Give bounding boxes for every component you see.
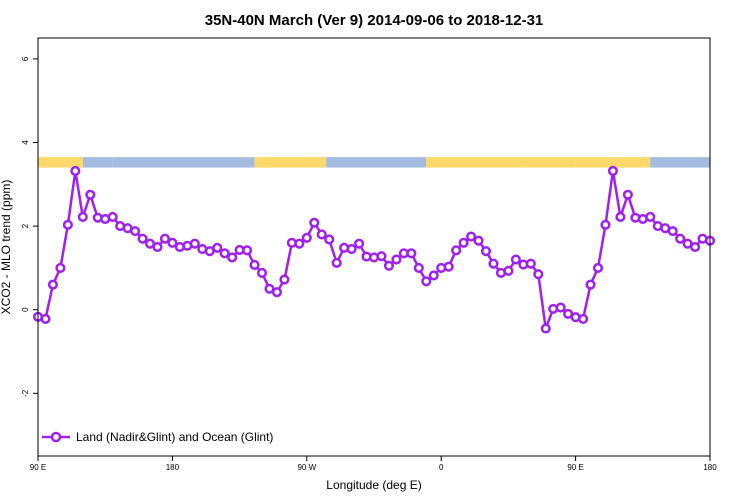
data-point bbox=[473, 235, 484, 246]
data-point bbox=[40, 313, 51, 324]
series-line bbox=[37, 169, 711, 330]
chart-title: 35N-40N March (Ver 9) 2014-09-06 to 2018… bbox=[205, 12, 544, 29]
y-axis-label: XCO2 - MLO trend (ppm) bbox=[0, 180, 13, 315]
data-point bbox=[242, 245, 253, 256]
data-point bbox=[451, 245, 462, 256]
data-point bbox=[615, 211, 626, 222]
strip-segment-ocean bbox=[112, 157, 255, 168]
data-point bbox=[324, 234, 335, 245]
x-tick-label: 0 bbox=[439, 463, 444, 472]
data-point bbox=[458, 237, 469, 248]
x-axis-ticks: 90 E 180 90 W 0 90 E 180 bbox=[30, 456, 717, 472]
data-point bbox=[107, 211, 118, 222]
y-tick-label: -2 bbox=[21, 389, 30, 397]
data-point bbox=[585, 279, 596, 290]
x-tick-label: 180 bbox=[166, 463, 180, 472]
x-tick-label: 90 E bbox=[30, 463, 46, 472]
data-point bbox=[271, 287, 282, 298]
data-point bbox=[466, 231, 477, 242]
strip-segment-ocean bbox=[650, 157, 710, 168]
data-point bbox=[256, 267, 268, 278]
data-point bbox=[137, 233, 148, 244]
data-point bbox=[578, 313, 589, 324]
data-point bbox=[152, 241, 163, 253]
data-point bbox=[406, 248, 417, 259]
x-tick-label: 90 E bbox=[567, 463, 583, 472]
data-point bbox=[428, 270, 439, 281]
data-point bbox=[413, 262, 424, 273]
data-point bbox=[279, 274, 290, 285]
surface-strip bbox=[38, 157, 710, 168]
y-tick-label: 0 bbox=[21, 307, 30, 312]
data-point bbox=[130, 226, 141, 237]
data-point bbox=[503, 265, 514, 276]
data-point bbox=[62, 219, 73, 230]
y-axis-ticks: -2 0 2 4 6 bbox=[21, 56, 38, 397]
data-point bbox=[47, 279, 58, 290]
data-point bbox=[167, 237, 178, 248]
series-layer bbox=[32, 165, 716, 334]
data-point bbox=[309, 217, 320, 228]
data-point bbox=[316, 229, 327, 240]
data-point bbox=[346, 244, 357, 255]
strip-segment-land bbox=[38, 157, 83, 168]
x-tick-label: 180 bbox=[703, 463, 717, 472]
data-point bbox=[600, 219, 611, 230]
data-point bbox=[592, 262, 604, 273]
strip-segment-land bbox=[523, 157, 576, 168]
strip-segment-land bbox=[575, 157, 613, 168]
data-point bbox=[227, 252, 238, 263]
data-point bbox=[159, 233, 170, 244]
data-point bbox=[249, 259, 260, 271]
legend-marker-icon bbox=[50, 431, 62, 443]
data-point bbox=[607, 165, 618, 176]
y-tick-label: 4 bbox=[21, 140, 30, 145]
data-point bbox=[421, 276, 432, 287]
data-point bbox=[85, 189, 96, 200]
legend: Land (Nadir&Glint) and Ocean (Glint) bbox=[42, 430, 273, 444]
data-point bbox=[70, 165, 81, 176]
data-point bbox=[189, 238, 200, 249]
legend-label: Land (Nadir&Glint) and Ocean (Glint) bbox=[76, 430, 273, 444]
data-point bbox=[480, 246, 492, 257]
data-point bbox=[540, 323, 551, 334]
data-point bbox=[55, 262, 66, 273]
strip-segment-ocean bbox=[82, 157, 113, 168]
data-point bbox=[383, 260, 394, 271]
data-point bbox=[667, 226, 678, 237]
data-point bbox=[645, 211, 656, 222]
x-axis-label: Longitude (deg E) bbox=[326, 478, 421, 492]
data-point bbox=[77, 211, 88, 222]
data-point bbox=[525, 258, 536, 269]
data-point bbox=[533, 269, 544, 280]
data-point bbox=[301, 232, 312, 243]
data-point bbox=[555, 302, 566, 313]
data-point bbox=[675, 233, 686, 244]
data-point bbox=[510, 254, 521, 265]
y-tick-label: 6 bbox=[21, 56, 30, 61]
x-tick-label: 90 W bbox=[297, 463, 316, 472]
strip-segment-land bbox=[426, 157, 524, 168]
data-point bbox=[376, 251, 387, 262]
plot-frame bbox=[37, 37, 711, 457]
data-point bbox=[690, 241, 701, 253]
data-point bbox=[331, 257, 342, 268]
data-point bbox=[622, 189, 633, 200]
data-point bbox=[443, 261, 454, 272]
data-point bbox=[354, 238, 365, 249]
y-tick-label: 2 bbox=[21, 223, 30, 228]
data-point bbox=[488, 258, 499, 269]
data-point bbox=[219, 248, 230, 259]
data-point bbox=[212, 242, 223, 253]
data-point bbox=[391, 254, 402, 265]
data-point bbox=[294, 238, 305, 249]
strip-segment-land bbox=[612, 157, 651, 168]
strip-segment-land bbox=[254, 157, 327, 168]
strip-segment-ocean bbox=[326, 157, 427, 168]
